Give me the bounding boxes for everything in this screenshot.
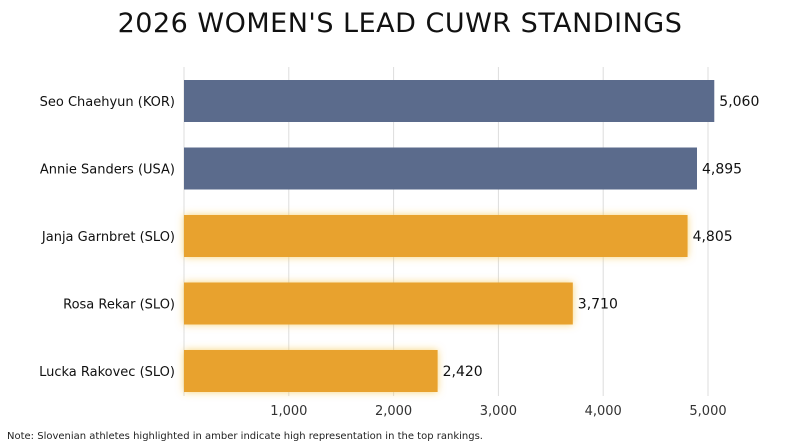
- bar-highlighted: [184, 282, 573, 325]
- bar-value-label: 3,710: [578, 297, 618, 313]
- chart-title: 2026 WOMEN'S LEAD CUWR STANDINGS: [117, 8, 683, 39]
- bar: [184, 147, 697, 190]
- category-label: Seo Chaehyun (KOR): [40, 95, 175, 110]
- x-tick-label: 1,000: [270, 404, 307, 419]
- category-label: Lucka Rakovec (SLO): [39, 365, 175, 380]
- x-tick-label: 3,000: [480, 404, 517, 419]
- x-tick-label: 2,000: [375, 404, 412, 419]
- category-label: Rosa Rekar (SLO): [63, 298, 175, 313]
- bar-value-label: 5,060: [719, 94, 759, 110]
- x-axis: 1,000 2,000 3,000 4,000 5,000: [270, 404, 726, 419]
- bar-value-label: 2,420: [443, 364, 483, 380]
- x-tick-label: 5,000: [689, 404, 726, 419]
- bar: [184, 80, 715, 122]
- category-labels: 5,060 Seo Chaehyun (KOR) 4,895 Annie Sander…: [39, 94, 759, 380]
- bar-highlighted: [184, 215, 688, 257]
- bar-value-label: 4,805: [693, 229, 733, 245]
- category-label: Annie Sanders (USA): [40, 163, 175, 178]
- x-tick-label: 4,000: [585, 404, 622, 419]
- bars: [184, 80, 715, 392]
- bar-value-label: 4,895: [702, 162, 742, 178]
- category-label: Janja Garnbret (SLO): [41, 230, 175, 245]
- footnote: Note: Slovenian athletes highlighted in …: [7, 431, 483, 442]
- bar-highlighted: [184, 350, 438, 392]
